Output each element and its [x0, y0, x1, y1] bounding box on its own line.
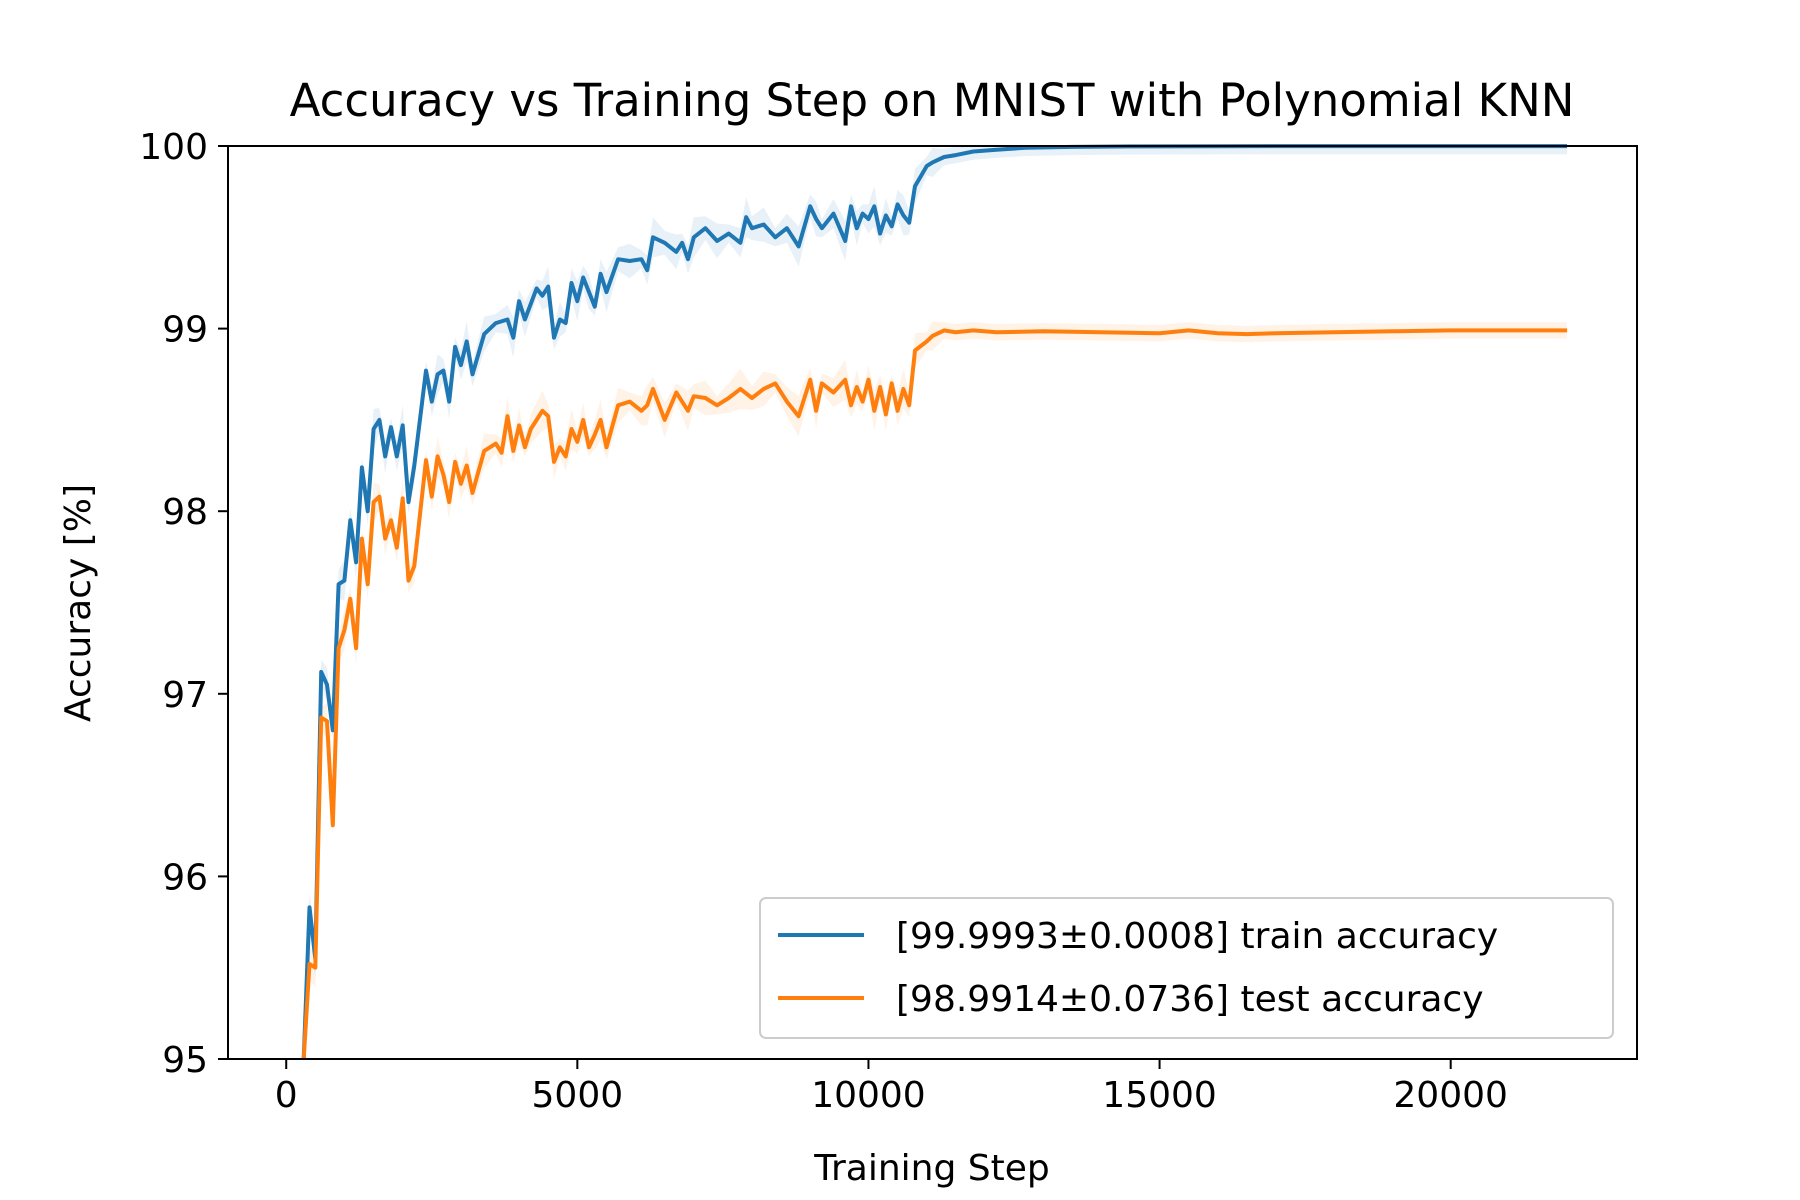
legend-label-test: [98.9914±0.0736] test accuracy — [896, 979, 1484, 1020]
y-tick-label: 100 — [139, 127, 208, 168]
x-tick-label: 10000 — [811, 1075, 926, 1116]
y-tick-label: 99 — [162, 310, 208, 351]
x-tick-label: 5000 — [532, 1075, 624, 1116]
chart-title: Accuracy vs Training Step on MNIST with … — [290, 74, 1575, 127]
y-tick-label: 95 — [162, 1040, 208, 1081]
series-lines — [301, 144, 1568, 1060]
y-axis-ticks: 95 96 97 98 99 100 — [139, 127, 228, 1081]
y-tick-label: 97 — [162, 675, 208, 716]
y-axis-label: Accuracy [%] — [58, 484, 99, 722]
y-tick-label: 96 — [162, 857, 208, 898]
y-tick-label: 98 — [162, 492, 208, 533]
legend: [99.9993±0.0008] train accuracy [98.9914… — [759, 897, 1614, 1039]
legend-label-train: [99.9993±0.0008] train accuracy — [896, 916, 1498, 957]
series-0-line — [301, 144, 1568, 1060]
x-tick-label: 20000 — [1393, 1075, 1508, 1116]
plot-area-frame — [227, 145, 1638, 1060]
legend-box — [759, 897, 1614, 1039]
x-axis-label: Training Step — [813, 1148, 1049, 1189]
x-tick-label: 0 — [275, 1075, 298, 1116]
series-1-line — [301, 328, 1568, 1060]
x-tick-label: 15000 — [1102, 1075, 1217, 1116]
x-axis-ticks: 0 5000 10000 15000 20000 — [275, 1059, 1508, 1116]
